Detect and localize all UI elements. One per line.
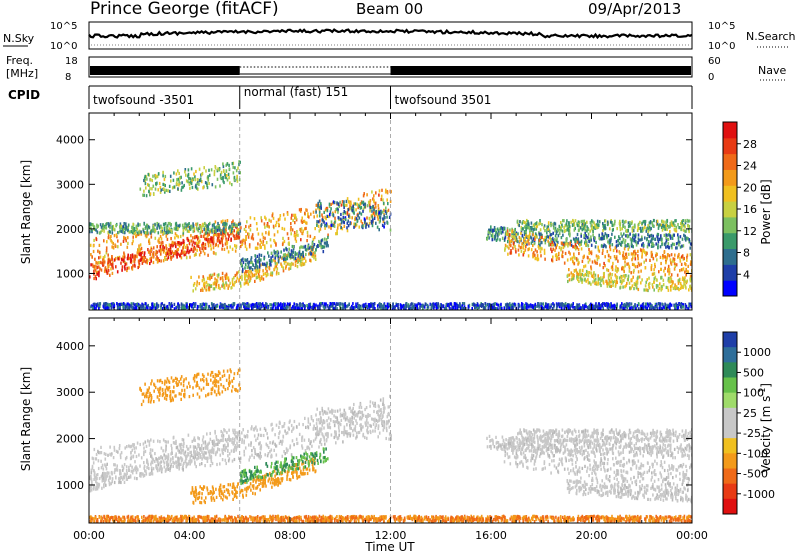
- velocity-colorbar-swatch: [723, 468, 737, 485]
- velocity-colorbar-swatch: [723, 377, 737, 394]
- power-colorbar-swatch: [723, 122, 737, 139]
- velocity-ytick-label: 3000: [56, 386, 84, 399]
- velocity-colorbar-label: 100: [743, 387, 764, 400]
- velocity-colorbar-swatch: [723, 347, 737, 363]
- freq-block-1: [90, 66, 240, 75]
- power-colorbar-swatch: [723, 137, 737, 155]
- noise-left-tick-high: 10^5: [50, 21, 77, 32]
- time-tick-label: 12:00: [375, 529, 407, 542]
- velocity-scatter: [89, 368, 692, 523]
- velocity-ytick-label: 4000: [56, 340, 84, 353]
- noise-right-tick-low: 10^0: [708, 41, 735, 52]
- time-axis-label: Time UT: [364, 540, 415, 554]
- beam-title: Beam 00: [356, 0, 423, 18]
- nave-label: Nave: [758, 64, 786, 77]
- power-colorbar-label: 4: [743, 268, 750, 281]
- power-colorbar-label: 24: [743, 160, 757, 173]
- power-colorbar: 28 24 20 16 12 8 4: [722, 121, 757, 297]
- power-colorbar-swatch: [723, 232, 737, 250]
- velocity-colorbar-swatch: [723, 453, 737, 469]
- power-scatter: [89, 160, 692, 310]
- noise-right-tick-high: 10^5: [708, 21, 735, 32]
- velocity-colorbar-swatch: [723, 498, 737, 515]
- velocity-colorbar-frame: [722, 331, 738, 515]
- freq-block-2: [390, 66, 691, 75]
- freq-left-tick-high: 18: [65, 56, 78, 67]
- velocity-colorbar-label: 25: [743, 407, 757, 420]
- nsearch-label: N.Search: [746, 30, 796, 43]
- frequency-trace: [90, 66, 691, 75]
- power-ytick-label: 3000: [56, 178, 84, 191]
- velocity-ylabel: Slant Range [km]: [19, 367, 33, 471]
- cpid-segment-label: twofsound 3501: [395, 93, 492, 107]
- power-colorbar-label: 28: [743, 138, 757, 151]
- time-tick-label: 00:00: [73, 529, 105, 542]
- velocity-colorbar-label: 500: [743, 366, 764, 379]
- time-tick-label: 08:00: [274, 529, 306, 542]
- velocity-colorbar-swatch: [723, 423, 737, 439]
- velocity-colorbar-swatch: [723, 407, 737, 424]
- time-tick-label: 20:00: [576, 529, 608, 542]
- velocity-colorbar-swatch: [723, 438, 737, 454]
- noise-sky-line: [88, 28, 693, 40]
- cpid-row: twofsound -3501 normal (fast) 151 twofsoun…: [88, 85, 693, 109]
- cpid-segment-label: twofsound -3501: [93, 93, 194, 107]
- power-colorbar-label: 20: [743, 181, 757, 194]
- velocity-colorbar-label: 1000: [743, 346, 771, 359]
- velocity-colorbar-swatch: [723, 392, 737, 409]
- freq-label-line2: [MHz]: [6, 67, 38, 80]
- power-colorbar-swatch: [723, 169, 737, 186]
- power-panel: 1000 2000 3000 4000: [56, 112, 693, 311]
- power-colorbar-label: 8: [743, 247, 750, 260]
- power-colorbar-swatch: [723, 216, 737, 234]
- freq-label-line1: Freq.: [6, 54, 33, 67]
- time-tick-label: 04:00: [174, 529, 206, 542]
- power-ytick-label: 2000: [56, 223, 84, 236]
- velocity-ytick-label: 1000: [56, 479, 84, 492]
- nsky-label: N.Sky: [3, 32, 35, 45]
- cpid-label: CPID: [8, 88, 40, 102]
- power-ytick-label: 1000: [56, 267, 84, 280]
- velocity-ytick-label: 2000: [56, 433, 84, 446]
- power-colorbar-title: Power [dB]: [759, 179, 773, 244]
- nave-right-tick-low: 0: [708, 72, 714, 83]
- noise-left-tick-low: 10^0: [50, 41, 77, 52]
- power-ylabel: Slant Range [km]: [19, 160, 33, 264]
- frequency-panel-frame: [88, 56, 693, 78]
- velocity-colorbar-swatch: [723, 332, 737, 348]
- velocity-panel: 1000 2000 3000 4000 00:00 04:00 08:00 12:00 16:0…: [56, 317, 708, 542]
- cpid-segment-label: normal (fast) 151: [244, 85, 348, 99]
- time-tick-label: 16:00: [475, 529, 507, 542]
- velocity-colorbar-label: -500: [743, 468, 768, 481]
- power-colorbar-swatch: [723, 153, 737, 170]
- velocity-colorbar-label: -25: [743, 427, 761, 440]
- velocity-colorbar-swatch: [723, 483, 737, 500]
- freq-left-tick-low: 8: [65, 72, 71, 83]
- time-tick-label: 00:00: [676, 529, 708, 542]
- nave-right-tick-high: 60: [708, 56, 721, 67]
- station-title: Prince George (fitACF): [90, 0, 279, 19]
- power-colorbar-swatch: [723, 201, 737, 218]
- power-colorbar-swatch: [723, 248, 737, 265]
- velocity-colorbar-label: -1000: [743, 488, 775, 501]
- power-colorbar-swatch: [723, 280, 737, 297]
- power-colorbar-label: 12: [743, 225, 757, 238]
- velocity-colorbar-title: Velocity [m s-1]: [758, 383, 773, 473]
- power-colorbar-label: 16: [743, 203, 757, 216]
- velocity-colorbar-swatch: [723, 362, 737, 378]
- date-title: 09/Apr/2013: [588, 0, 681, 18]
- power-ytick-label: 4000: [56, 134, 84, 147]
- noise-trace: [88, 28, 693, 46]
- power-colorbar-swatch: [723, 264, 737, 281]
- velocity-colorbar-label: -100: [743, 447, 768, 460]
- velocity-colorbar: 1000 500 100 25 -25 -100 -500 -1000: [722, 331, 775, 515]
- power-colorbar-swatch: [723, 185, 737, 202]
